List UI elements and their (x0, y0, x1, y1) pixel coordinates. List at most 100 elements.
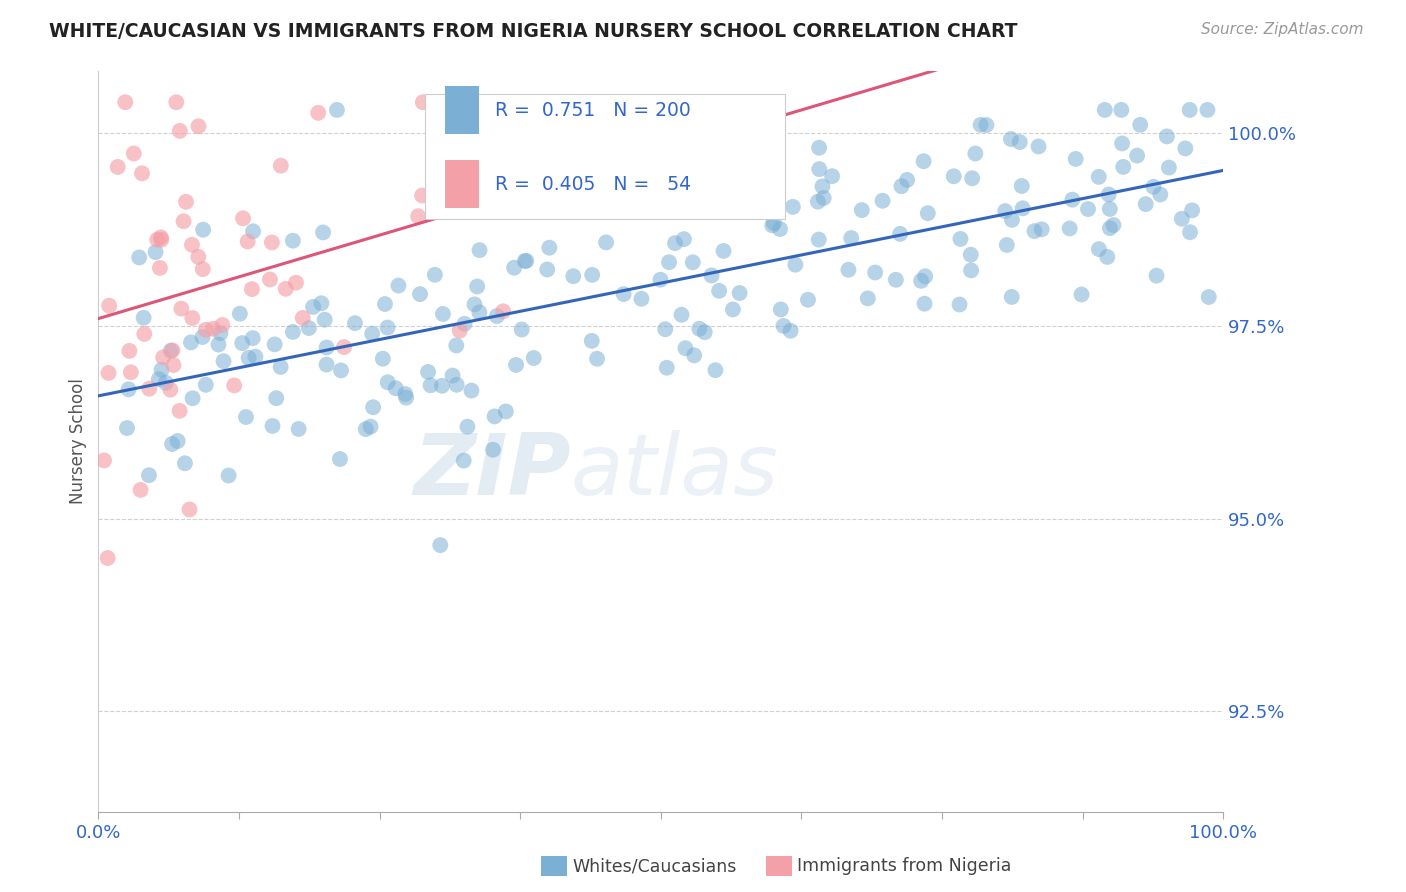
Point (245, 350, 267, 364)
Point (1197, 103, 1219, 117)
Point (384, 381, 406, 395)
Point (851, 203, 873, 218)
Point (807, 194, 830, 209)
Point (155, 376, 177, 390)
Point (1008, 135, 1031, 149)
Point (1156, 129, 1178, 144)
Point (1098, 221, 1121, 235)
Point (960, 171, 983, 186)
Point (236, 235, 259, 249)
FancyBboxPatch shape (444, 161, 478, 209)
Point (449, 324, 471, 338)
Point (270, 359, 292, 374)
Point (281, 325, 304, 339)
Point (863, 265, 886, 279)
Point (1028, 139, 1050, 153)
Point (287, 422, 309, 436)
Point (917, 206, 939, 220)
Point (1149, 187, 1171, 202)
Point (209, 326, 232, 341)
Point (194, 377, 217, 392)
Point (995, 238, 1018, 252)
Point (655, 360, 678, 375)
Point (314, 312, 336, 326)
Point (1070, 287, 1092, 301)
Text: Immigrants from Nigeria: Immigrants from Nigeria (797, 857, 1011, 875)
Point (312, 226, 335, 240)
Text: R =  0.751   N = 200: R = 0.751 N = 200 (495, 101, 692, 120)
Point (713, 244, 735, 258)
Point (406, 209, 429, 223)
Point (856, 291, 879, 305)
Point (896, 173, 918, 187)
Point (562, 269, 585, 284)
Point (942, 169, 965, 184)
Point (134, 326, 156, 341)
Point (148, 372, 170, 386)
Point (1174, 141, 1197, 155)
Point (361, 401, 384, 415)
Point (688, 322, 710, 336)
Point (1064, 152, 1087, 166)
Point (191, 262, 214, 277)
Point (129, 483, 152, 497)
Point (460, 384, 482, 398)
Point (602, 111, 624, 125)
Point (1112, 160, 1135, 174)
Point (965, 146, 987, 161)
Point (1024, 224, 1046, 238)
Point (586, 351, 609, 366)
Point (914, 296, 936, 310)
Point (166, 434, 188, 448)
Point (1088, 242, 1111, 256)
Point (115, 421, 138, 435)
Point (1178, 103, 1201, 117)
Point (238, 351, 260, 365)
Text: WHITE/CAUCASIAN VS IMMIGRANTS FROM NIGERIA NURSERY SCHOOL CORRELATION CHART: WHITE/CAUCASIAN VS IMMIGRANTS FROM NIGER… (49, 22, 1018, 41)
Point (122, 146, 145, 161)
Point (1001, 290, 1024, 304)
Point (409, 287, 432, 301)
Point (174, 194, 197, 209)
Point (772, 318, 794, 333)
Point (463, 297, 485, 311)
Point (315, 341, 337, 355)
Point (377, 376, 399, 390)
Point (298, 321, 321, 335)
Point (721, 302, 744, 317)
Point (1111, 136, 1133, 151)
Point (536, 262, 558, 277)
Point (914, 269, 936, 284)
Point (128, 251, 150, 265)
Point (202, 322, 225, 336)
Point (181, 391, 204, 405)
Point (683, 348, 706, 362)
Point (207, 337, 229, 351)
Point (811, 179, 834, 194)
Point (1102, 218, 1125, 232)
Point (131, 166, 153, 180)
Text: ZIP: ZIP (413, 430, 571, 513)
Point (114, 95, 136, 110)
Point (120, 365, 142, 379)
Point (159, 383, 181, 397)
Point (224, 378, 246, 392)
Point (354, 422, 377, 436)
Point (387, 278, 409, 293)
Point (959, 248, 981, 262)
Point (474, 176, 496, 190)
Point (650, 273, 672, 287)
Point (485, 309, 508, 323)
Point (513, 254, 536, 268)
Y-axis label: Nursery School: Nursery School (69, 378, 87, 505)
Point (441, 368, 464, 383)
Point (160, 437, 183, 451)
Point (523, 351, 546, 365)
Point (769, 222, 792, 236)
Point (484, 409, 506, 424)
Point (510, 322, 533, 336)
Point (180, 335, 202, 350)
Point (664, 236, 686, 251)
Point (132, 310, 155, 325)
Point (262, 419, 284, 434)
